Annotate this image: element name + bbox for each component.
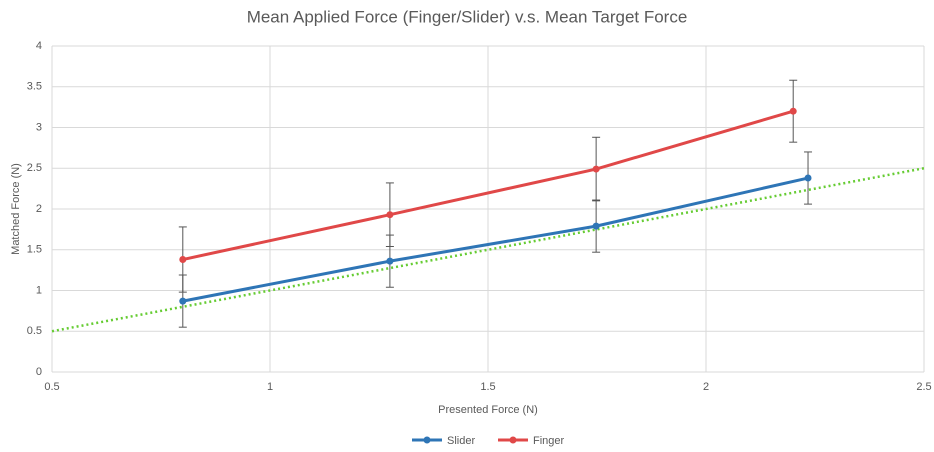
point — [789, 107, 797, 115]
y-axis-title: Matched Force (N) — [10, 163, 22, 255]
y-tick-label: 1 — [36, 284, 42, 296]
x-tick-label: 2.5 — [916, 381, 931, 393]
point — [592, 165, 600, 173]
series-line — [182, 176, 809, 303]
chart-title: Mean Applied Force (Finger/Slider) v.s. … — [247, 7, 688, 26]
series-line — [182, 109, 794, 261]
x-tick-label: 0.5 — [44, 381, 59, 393]
y-tick-label: 3.5 — [27, 81, 42, 93]
legend-marker — [423, 436, 431, 444]
y-tick-label: 0.5 — [27, 325, 42, 337]
point — [804, 174, 812, 182]
x-tick-label: 1.5 — [480, 381, 495, 393]
y-tick-label: 2 — [36, 203, 42, 215]
y-tick-label: 1.5 — [27, 244, 42, 256]
point — [179, 297, 187, 305]
legend-label: Finger — [533, 435, 565, 447]
x-tick-label: 1 — [267, 381, 273, 393]
x-tick-label: 2 — [703, 381, 709, 393]
point — [386, 211, 394, 219]
point — [386, 257, 394, 265]
y-tick-label: 0 — [36, 366, 42, 378]
point — [179, 256, 187, 264]
y-tick-label: 3 — [36, 121, 42, 133]
y-tick-label: 2.5 — [27, 162, 42, 174]
legend-label: Slider — [447, 435, 475, 447]
legend-marker — [509, 436, 517, 444]
y-tick-label: 4 — [36, 40, 42, 52]
x-axis-title: Presented Force (N) — [438, 404, 538, 416]
point — [592, 222, 600, 230]
